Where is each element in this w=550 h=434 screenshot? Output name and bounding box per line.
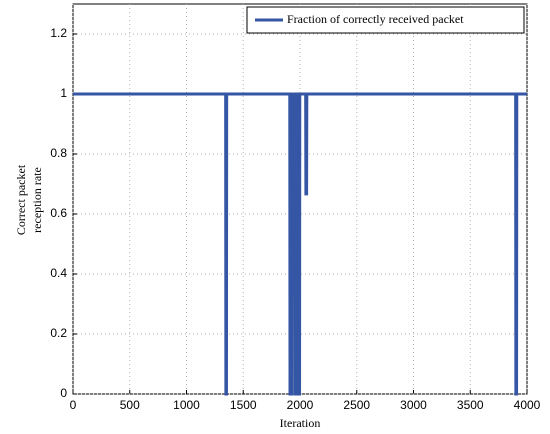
x-axis-label: Iteration	[280, 416, 321, 430]
data-line	[73, 92, 527, 396]
x-tick-label: 3500	[457, 398, 484, 412]
x-tick-label: 500	[120, 398, 140, 412]
legend-box	[246, 6, 525, 34]
y-axis-label: reception rate	[30, 167, 44, 233]
legend-label: Fraction of correctly received packet	[287, 12, 464, 26]
y-tick-label: 0.8	[50, 146, 67, 160]
x-tick-label: 0	[70, 398, 77, 412]
y-tick-label: 1.2	[50, 26, 67, 40]
y-tick-label: 0.4	[50, 266, 67, 280]
legend: Fraction of correctly received packet	[246, 6, 525, 34]
x-tick-label: 1000	[173, 398, 200, 412]
x-tick-label: 3000	[400, 398, 427, 412]
x-tick-label: 2000	[287, 398, 314, 412]
x-tick-label: 2500	[343, 398, 370, 412]
y-tick-label: 1	[60, 86, 67, 100]
y-tick-label: 0	[60, 386, 67, 400]
x-tick-label: 1500	[230, 398, 257, 412]
x-tick-label: 4000	[514, 398, 541, 412]
y-tick-label: 0.6	[50, 206, 67, 220]
y-tick-label: 0.2	[50, 326, 67, 340]
y-axis-label: Correct packet	[14, 164, 28, 235]
